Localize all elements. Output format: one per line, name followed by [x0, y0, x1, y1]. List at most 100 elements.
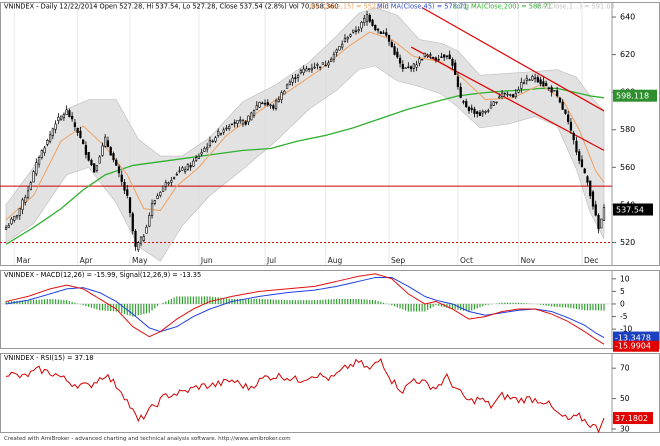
candle: [139, 236, 143, 247]
candle-body: [476, 111, 479, 114]
candle: [159, 191, 162, 198]
candle: [432, 56, 435, 59]
candle: [426, 53, 429, 59]
candle: [76, 127, 79, 137]
candle: [569, 117, 573, 134]
candle-body: [357, 29, 360, 32]
candle-body: [473, 108, 476, 114]
candle-body: [32, 171, 35, 183]
candle: [528, 78, 531, 81]
candle: [178, 166, 181, 174]
candle: [536, 74, 539, 84]
candle-body: [46, 140, 49, 145]
candle-body: [178, 170, 181, 172]
candle-body: [219, 133, 223, 135]
candle-body: [561, 101, 564, 110]
candle: [346, 35, 349, 43]
candle-body: [550, 87, 553, 93]
candle: [291, 74, 294, 86]
candle-body: [330, 58, 333, 62]
candle: [319, 66, 322, 71]
candle-body: [594, 204, 597, 216]
channel-upper-line: [421, 7, 605, 112]
candle-body: [137, 242, 140, 251]
macd-badge: [613, 331, 659, 344]
candle-body: [43, 147, 46, 154]
candle: [533, 73, 537, 83]
candle: [101, 142, 104, 157]
candle: [123, 179, 126, 194]
candle: [586, 175, 589, 186]
candle: [84, 141, 88, 159]
rsi-tick-label: 30: [620, 424, 630, 433]
candle-body: [465, 101, 468, 107]
ma45-label: Mid MA(Close,45) = 578.71: [377, 3, 467, 11]
candle: [46, 138, 49, 147]
candle: [37, 155, 41, 168]
price-tick-label: 520: [620, 238, 635, 247]
candle: [465, 98, 468, 109]
candle: [21, 197, 24, 215]
candle-body: [332, 53, 336, 60]
candle: [357, 26, 360, 34]
candle: [150, 199, 154, 219]
candle: [423, 52, 426, 58]
candle-body: [539, 79, 542, 85]
candle: [134, 229, 137, 251]
candle-body: [310, 67, 314, 71]
candle-body: [291, 77, 294, 83]
candle-body: [556, 90, 559, 97]
candle-body: [277, 99, 280, 102]
candle: [272, 103, 275, 111]
candle-body: [139, 236, 143, 244]
ma15-line: [5, 31, 605, 221]
candle-body: [170, 180, 173, 183]
candle: [230, 123, 234, 126]
candle-body: [93, 163, 96, 173]
candle-body: [459, 86, 462, 98]
candle: [126, 185, 129, 199]
candle: [255, 101, 258, 111]
candle: [181, 165, 184, 171]
candle: [79, 126, 82, 139]
ma200-badge-text: 598.118: [616, 92, 649, 101]
candle-body: [48, 134, 52, 142]
candle-body: [396, 51, 399, 58]
candle-body: [346, 37, 349, 40]
candle-body: [407, 66, 410, 68]
candle-body: [101, 145, 104, 156]
ma-extra-label: MA(Close,1...) = 591.03: [536, 3, 615, 11]
candle-body: [547, 87, 551, 89]
candle-body: [37, 156, 41, 165]
candle-body: [509, 94, 512, 96]
candle-body: [316, 64, 319, 66]
candle: [456, 72, 460, 90]
month-label: Oct: [460, 256, 473, 265]
candle-body: [536, 77, 539, 83]
candle: [241, 118, 245, 127]
candle: [352, 29, 355, 34]
candle-body: [145, 226, 148, 234]
candle-body: [591, 191, 595, 207]
candle-body: [349, 34, 352, 37]
candle-body: [98, 156, 101, 164]
candle-body: [95, 165, 99, 171]
macd-tick-label: -10: [620, 325, 632, 334]
candle-body: [73, 122, 77, 127]
candle: [376, 28, 380, 34]
rsi-tick-label: 50: [620, 394, 630, 403]
candle-body: [117, 166, 121, 174]
candle: [558, 96, 562, 104]
candle: [73, 118, 77, 131]
candle-body: [296, 75, 300, 78]
candle-body: [7, 225, 10, 228]
candle-body: [57, 116, 60, 121]
candle-body: [24, 197, 27, 203]
candle: [65, 105, 68, 115]
candle-body: [244, 121, 247, 125]
candle-body: [445, 55, 449, 57]
rsi-tick-label: 70: [620, 364, 630, 373]
candle-body: [525, 77, 528, 81]
candle: [489, 100, 493, 109]
candle: [525, 74, 528, 85]
